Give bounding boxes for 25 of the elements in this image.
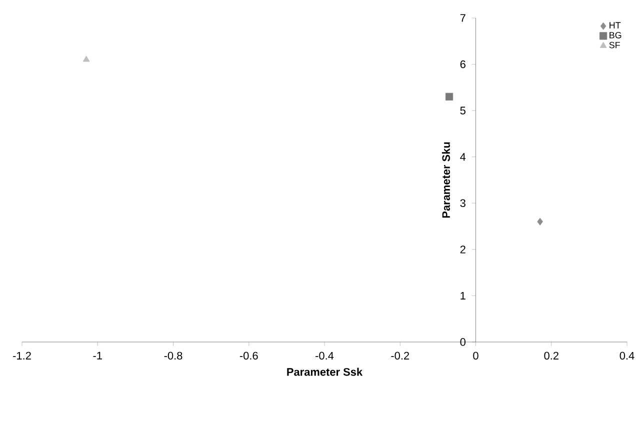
y-tick-label: 6 [460, 60, 466, 68]
y-tick-label: 4 [460, 153, 466, 161]
x-tick-label: -0.6 [240, 352, 258, 360]
y-tick-label: 2 [460, 246, 466, 254]
x-tick-label: 0.4 [620, 352, 634, 360]
point [446, 92, 454, 100]
x-tick-label: -0.8 [164, 352, 182, 360]
x-axis-title: Parameter Ssk [287, 368, 363, 376]
y-tick-label: 5 [460, 106, 466, 114]
legend-label: HT [610, 22, 621, 28]
legend-label: BG [610, 32, 622, 38]
y-tick-label: 1 [460, 292, 466, 300]
y-tick-label: 7 [460, 14, 466, 22]
point [537, 218, 543, 226]
x-tick-label: 0 [473, 352, 478, 360]
x-tick-label: -1.2 [13, 352, 31, 360]
legend-label: SF [609, 42, 620, 48]
x-tick-label: -0.4 [316, 352, 334, 360]
y-axis-title: Parameter Sku [442, 142, 450, 218]
x-tick-label: 0.2 [544, 352, 558, 360]
y-tick-label: 3 [460, 199, 466, 208]
x-tick-label: -1 [93, 352, 102, 360]
point [82, 56, 90, 62]
y-tick-label: 0 [460, 338, 466, 346]
x-tick-label: -0.2 [391, 352, 410, 360]
